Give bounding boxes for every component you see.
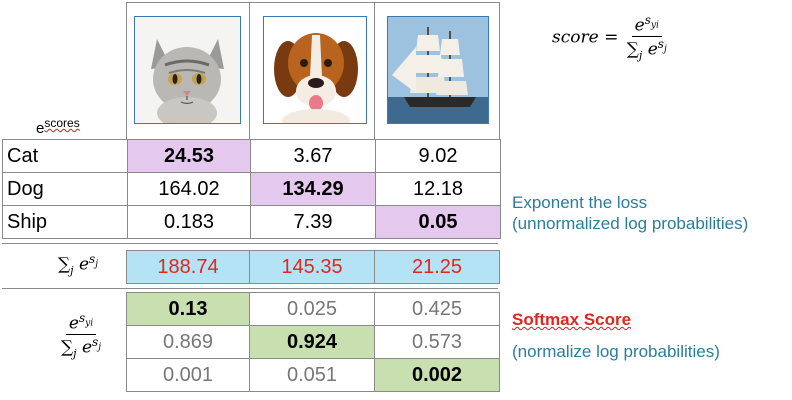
sum-row-table: 188.74 145.35 21.25: [126, 250, 500, 284]
ship-image: [388, 17, 488, 123]
softmax-cell: 0.924: [249, 325, 375, 359]
formula-numerator-sub: yi: [650, 20, 659, 31]
table-row: 0.13 0.025 0.425: [126, 292, 500, 326]
formula-numerator: e: [634, 15, 645, 36]
softmax-label-exp: s: [78, 311, 86, 325]
exponent-annotation-title: Exponent the loss: [512, 193, 648, 212]
softmax-cell: 0.13: [126, 292, 250, 326]
softmax-label-den-exp-sub: j: [98, 342, 101, 353]
exponent-annotation-sub: (unnormalized log probabilities): [512, 214, 749, 233]
softmax-formula: score = esyi ∑j esj: [552, 13, 670, 63]
softmax-cell: 0.002: [374, 358, 500, 392]
formula-sum-sub: j: [638, 49, 643, 63]
exp-score-cell: 0.05: [375, 205, 501, 239]
cat-image: [135, 17, 240, 123]
softmax-label-sum: ∑: [61, 338, 74, 358]
softmax-annotation-title-text: Softmax Score: [512, 310, 632, 329]
image-header-cell-2: [249, 2, 375, 140]
exp-scores-corner-label: escores: [36, 116, 80, 137]
class-label-cat: Cat: [2, 139, 128, 173]
table-row: 188.74 145.35 21.25: [126, 250, 500, 284]
softmax-cell: 0.051: [249, 358, 375, 392]
softmax-label-den-exp: s: [92, 335, 99, 350]
softmax-label-den-e: e: [81, 338, 93, 358]
softmax-annotation-sub: (normalize log probabilities): [512, 342, 720, 361]
softmax-label-sum-sub: j: [73, 347, 77, 361]
ship-photo: [387, 16, 489, 124]
table-separator-top: [2, 243, 498, 244]
dog-photo: [263, 16, 367, 124]
sum-row-label: ∑j esj: [58, 252, 98, 277]
corner-label-base: e: [36, 120, 45, 137]
table-row: Ship 0.183 7.39 0.05: [2, 205, 501, 239]
class-label-ship: Ship: [2, 205, 128, 239]
table-row: 0.869 0.924 0.573: [126, 325, 500, 359]
softmax-cell: 0.025: [249, 292, 375, 326]
formula-sum: ∑: [626, 40, 639, 60]
formula-equals: =: [604, 27, 619, 48]
exp-scores-table: Cat 24.53 3.67 9.02 Dog 164.02 134.29 12…: [2, 139, 501, 239]
table-row: 0.001 0.051 0.002: [126, 358, 500, 392]
softmax-row-label: esyi ∑j esj: [58, 311, 104, 361]
exp-score-cell: 3.67: [250, 139, 376, 173]
formula-denominator-exp: s: [657, 37, 664, 52]
sum-exp: s: [89, 252, 96, 266]
exp-score-cell: 134.29: [250, 172, 376, 206]
image-header-cell-1: [126, 2, 250, 140]
image-header-cell-3: [374, 2, 500, 140]
sum-cell: 145.35: [249, 250, 375, 284]
sum-cell: 21.25: [374, 250, 500, 284]
exp-score-cell: 164.02: [127, 172, 251, 206]
exp-score-cell: 12.18: [375, 172, 501, 206]
table-row: Cat 24.53 3.67 9.02: [2, 139, 501, 173]
softmax-label-e: e: [68, 313, 79, 334]
exp-score-cell: 0.183: [127, 205, 251, 239]
softmax-cell: 0.001: [126, 358, 250, 392]
table-separator-bottom: [2, 288, 498, 289]
exp-score-cell: 24.53: [127, 139, 251, 173]
sum-e: e: [78, 254, 90, 275]
corner-label-sup: scores: [44, 116, 80, 130]
formula-denominator-exp-sub: j: [663, 44, 667, 55]
class-label-dog: Dog: [2, 172, 128, 206]
sum-sub: j: [70, 264, 74, 278]
formula-lhs: score: [552, 27, 599, 48]
formula-numerator-exp: s: [644, 13, 651, 27]
table-row: Dog 164.02 134.29 12.18: [2, 172, 501, 206]
softmax-annotation-title: Softmax Score: [512, 310, 631, 330]
exp-score-cell: 7.39: [250, 205, 376, 239]
softmax-label-exp-sub: yi: [85, 318, 94, 329]
softmax-cell: 0.425: [374, 292, 500, 326]
softmax-cell: 0.869: [126, 325, 250, 359]
exp-score-cell: 9.02: [375, 139, 501, 173]
sum-cell: 188.74: [126, 250, 250, 284]
sum-exp-sub: j: [95, 259, 98, 270]
cat-photo: [134, 16, 241, 124]
sum-symbol: ∑: [58, 254, 71, 275]
formula-denominator-e: e: [647, 40, 658, 60]
softmax-table: 0.13 0.025 0.425 0.869 0.924 0.573 0.001…: [126, 292, 500, 392]
dog-image: [264, 17, 366, 123]
softmax-cell: 0.573: [374, 325, 500, 359]
formula-fraction: esyi ∑j esj: [624, 13, 670, 63]
